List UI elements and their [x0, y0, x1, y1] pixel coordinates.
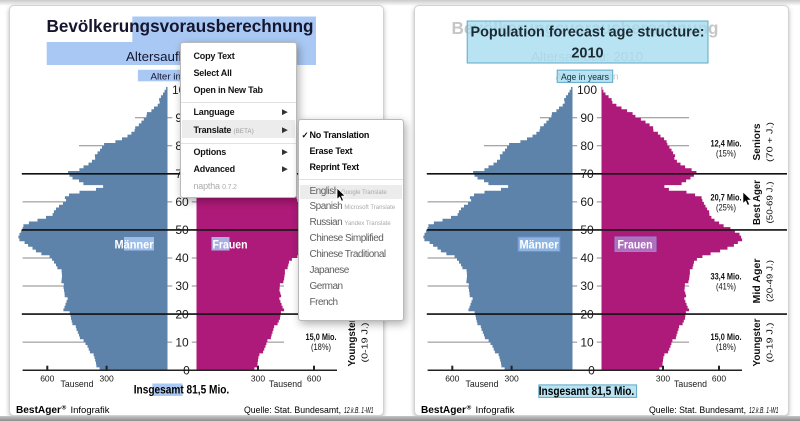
svg-text:10: 10 — [175, 335, 189, 349]
svg-text:Youngster: Youngster — [751, 319, 763, 367]
svg-text:BestAger: BestAger — [421, 405, 466, 416]
svg-text:Quelle: Stat. Bundesamt,: Quelle: Stat. Bundesamt, — [244, 405, 341, 415]
svg-text:Infografik: Infografik — [71, 405, 110, 416]
svg-text:(0-19 J.): (0-19 J.) — [765, 322, 775, 362]
svg-text:2010: 2010 — [571, 46, 603, 62]
svg-text:(18%): (18%) — [311, 342, 331, 353]
svg-text:50: 50 — [580, 223, 594, 237]
svg-text:(15%): (15%) — [716, 149, 736, 160]
svg-text:600: 600 — [712, 374, 726, 384]
svg-text:0: 0 — [588, 363, 595, 377]
svg-text:300: 300 — [100, 374, 114, 384]
svg-text:40: 40 — [175, 251, 189, 265]
svg-text:300: 300 — [656, 374, 670, 384]
svg-text:0: 0 — [183, 363, 190, 377]
svg-text:12.k.B. 1-W1: 12.k.B. 1-W1 — [344, 405, 374, 415]
svg-text:Insgesamt 81,5 Mio.: Insgesamt 81,5 Mio. — [134, 385, 230, 397]
svg-text:(0-19 J.): (0-19 J.) — [360, 322, 370, 362]
svg-text:600: 600 — [445, 374, 459, 384]
svg-text:60: 60 — [175, 195, 189, 209]
svg-text:50: 50 — [175, 223, 189, 237]
svg-text:(18%): (18%) — [716, 342, 736, 353]
svg-text:(20-49 J.): (20-49 J.) — [765, 260, 775, 302]
svg-text:Seniors: Seniors — [751, 123, 763, 160]
svg-text:20: 20 — [580, 307, 594, 321]
svg-text:Tausend: Tausend — [269, 379, 302, 390]
svg-text:Insgesamt 81,5 Mio.: Insgesamt 81,5 Mio. — [539, 386, 635, 398]
svg-text:Infografik: Infografik — [476, 405, 515, 416]
svg-text:Age in years: Age in years — [561, 72, 609, 83]
svg-text:Best Ager: Best Ager — [751, 180, 763, 225]
svg-text:(70 + J.): (70 + J.) — [765, 122, 775, 162]
svg-text:Männer: Männer — [115, 237, 154, 251]
svg-text:®: ® — [467, 404, 472, 412]
svg-text:Tausend: Tausend — [61, 379, 94, 390]
svg-text:®: ® — [62, 404, 67, 412]
svg-text:15,0 Mio.: 15,0 Mio. — [306, 332, 337, 343]
svg-text:60: 60 — [580, 195, 594, 209]
svg-text:600: 600 — [40, 374, 54, 384]
svg-text:80: 80 — [580, 139, 594, 153]
svg-text:300: 300 — [251, 374, 265, 384]
svg-text:Frauen: Frauen — [618, 238, 653, 252]
svg-text:15,0 Mio.: 15,0 Mio. — [711, 332, 742, 343]
svg-text:30: 30 — [175, 279, 189, 293]
svg-text:10: 10 — [580, 335, 594, 349]
svg-text:12,4 Mio.: 12,4 Mio. — [711, 139, 742, 150]
svg-text:Population forecast age struct: Population forecast age structure: — [471, 25, 705, 41]
svg-text:Tausend: Tausend — [466, 379, 499, 390]
svg-text:Mid Ager: Mid Ager — [751, 259, 763, 304]
svg-text:Quelle: Stat. Bundesamt,: Quelle: Stat. Bundesamt, — [649, 405, 746, 415]
svg-text:Frauen: Frauen — [213, 237, 248, 251]
svg-text:70: 70 — [580, 167, 594, 181]
svg-text:(41%): (41%) — [716, 282, 736, 293]
svg-text:20,7 Mio.: 20,7 Mio. — [711, 193, 742, 204]
svg-text:600: 600 — [307, 374, 321, 384]
svg-text:100: 100 — [577, 83, 597, 97]
svg-text:12.k.B. 1-W1: 12.k.B. 1-W1 — [749, 405, 779, 415]
svg-text:(25%): (25%) — [716, 203, 736, 214]
svg-text:BestAger: BestAger — [16, 405, 61, 416]
svg-text:Männer: Männer — [520, 238, 559, 252]
svg-text:90: 90 — [580, 111, 594, 125]
svg-text:Youngster: Youngster — [346, 319, 358, 367]
svg-text:40: 40 — [580, 251, 594, 265]
svg-text:(50-69 J.): (50-69 J.) — [765, 181, 775, 223]
svg-text:30: 30 — [580, 279, 594, 293]
svg-text:20: 20 — [175, 307, 189, 321]
svg-text:300: 300 — [505, 374, 519, 384]
svg-text:33,4 Mio.: 33,4 Mio. — [711, 272, 742, 283]
svg-text:Tausend: Tausend — [674, 379, 707, 390]
svg-text:Bevölkerungsvorausberechnung: Bevölkerungsvorausberechnung — [47, 16, 314, 36]
